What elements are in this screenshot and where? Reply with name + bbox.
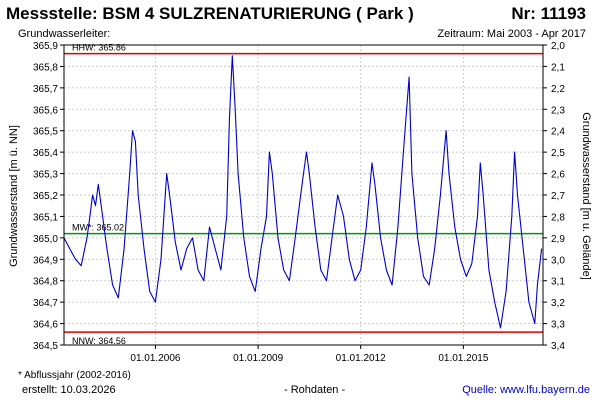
y-tick-label-left: 365,9 (33, 41, 58, 52)
y-tick-label-left: 364,5 (33, 341, 58, 352)
y-tick-label-left: 365,7 (33, 84, 58, 95)
y-tick-label-right: 3,0 (551, 255, 565, 266)
x-tick-label: 01.01.2009 (233, 353, 283, 364)
source-link[interactable]: Quelle: www.lfu.bayern.de (462, 384, 590, 396)
plot-frame (63, 44, 544, 346)
reference-line-label: MW*: 365.02 (72, 223, 124, 233)
y-tick-label-left: 365,2 (33, 191, 58, 202)
y-tick-label-left: 364,8 (33, 277, 58, 288)
created-date: erstellt: 10.03.2026 (22, 384, 116, 396)
axis-layer: 364,5 3,4 364,6 3,3 364,7 3,2 364,8 3,1 364,9 3,0… (33, 41, 565, 364)
y-tick-label-left: 364,7 (33, 298, 58, 309)
reference-line-label: HHW: 365.86 (72, 43, 126, 53)
y-tick-label-right: 2,3 (551, 105, 565, 116)
groundwater-series-line (63, 55, 543, 329)
aquifer-label: Grundwasserleiter: (18, 28, 111, 40)
y-tick-label-right: 3,3 (551, 320, 565, 331)
y-tick-label-right: 2,2 (551, 84, 565, 95)
series-layer (63, 55, 543, 329)
y-tick-label-left: 365,0 (33, 234, 58, 245)
grid-layer (64, 44, 543, 346)
plot-area (64, 45, 543, 345)
y-tick-label-right: 2,5 (551, 148, 565, 159)
y-tick-label-right: 2,6 (551, 170, 565, 181)
y-tick-label-right: 2,9 (551, 234, 565, 245)
y-tick-label-right: 2,0 (551, 41, 565, 52)
y-tick-label-left: 364,6 (33, 320, 58, 331)
y-tick-label-right: 3,2 (551, 298, 565, 309)
page-title: Messstelle: BSM 4 SULZRENATURIERUNG ( Pa… (6, 4, 414, 23)
y-tick-label-left: 365,6 (33, 105, 58, 116)
y-axis-label-right: Grundwasserstand [m u. Gelände] (580, 112, 592, 280)
y-tick-label-left: 365,1 (33, 212, 58, 223)
y-tick-label-left: 365,4 (33, 148, 58, 159)
y-axis-label-left: Grundwasserstand [m ü. NN] (8, 125, 20, 267)
footnote: * Abflussjahr (2002-2016) (18, 370, 131, 381)
reference-line-label: NNW: 364.56 (72, 336, 126, 346)
y-tick-label-right: 2,4 (551, 127, 565, 138)
period-label: Zeitraum: Mai 2003 - Apr 2017 (437, 28, 586, 40)
y-tick-label-right: 2,8 (551, 212, 565, 223)
y-tick-label-left: 365,8 (33, 62, 58, 73)
y-tick-label-right: 3,1 (551, 277, 565, 288)
y-tick-label-left: 364,9 (33, 255, 58, 266)
y-tick-label-left: 365,3 (33, 170, 58, 181)
y-tick-label-right: 2,1 (551, 62, 565, 73)
y-tick-label-right: 3,4 (551, 341, 565, 352)
x-tick-label: 01.01.2012 (336, 353, 386, 364)
station-number: Nr: 11193 (511, 4, 586, 23)
y-tick-label-left: 365,5 (33, 127, 58, 138)
raw-data-label: - Rohdaten - (284, 384, 346, 396)
reference-lines-layer: HHW: 365.86 MW*: 365.02 NNW: 364.56 (64, 43, 543, 346)
x-tick-label: 01.01.2006 (130, 353, 180, 364)
x-tick-label: 01.01.2015 (438, 353, 488, 364)
y-tick-label-right: 2,7 (551, 191, 565, 202)
